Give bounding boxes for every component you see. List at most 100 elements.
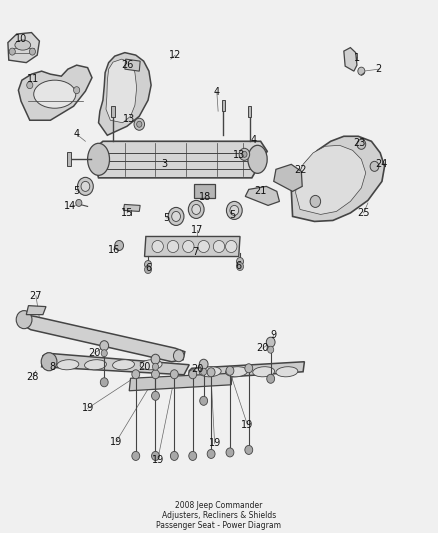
Bar (67, 152, 71, 166)
Circle shape (192, 205, 201, 214)
Polygon shape (291, 136, 385, 221)
Text: 4: 4 (214, 87, 220, 96)
Circle shape (132, 451, 140, 461)
Polygon shape (129, 373, 232, 391)
Polygon shape (296, 146, 366, 214)
Ellipse shape (199, 367, 221, 377)
Circle shape (76, 199, 82, 206)
Text: 17: 17 (191, 225, 203, 236)
Text: 8: 8 (49, 362, 56, 372)
Circle shape (173, 350, 184, 362)
Circle shape (188, 200, 204, 219)
Ellipse shape (276, 367, 298, 377)
Polygon shape (42, 353, 189, 375)
Circle shape (81, 181, 90, 191)
Circle shape (189, 451, 197, 461)
Text: 4: 4 (251, 135, 257, 146)
Text: 5: 5 (74, 187, 80, 196)
Circle shape (29, 48, 35, 55)
Circle shape (145, 261, 152, 269)
Text: 18: 18 (199, 192, 211, 202)
Circle shape (189, 370, 197, 379)
Text: 23: 23 (353, 138, 365, 148)
Circle shape (16, 311, 32, 329)
Circle shape (267, 374, 275, 383)
Circle shape (245, 364, 253, 373)
Text: 24: 24 (375, 159, 387, 169)
Text: 26: 26 (121, 60, 133, 70)
Circle shape (310, 196, 321, 207)
Circle shape (41, 353, 57, 371)
Text: 20: 20 (257, 343, 269, 353)
Ellipse shape (167, 240, 179, 253)
Text: 20: 20 (138, 362, 151, 372)
Text: 20: 20 (191, 364, 203, 374)
Ellipse shape (88, 143, 110, 175)
Text: 9: 9 (271, 330, 277, 340)
Polygon shape (124, 205, 140, 212)
Text: 7: 7 (192, 247, 198, 257)
Text: 21: 21 (254, 187, 267, 196)
Circle shape (207, 449, 215, 458)
Circle shape (226, 366, 234, 375)
Text: 4: 4 (74, 130, 80, 139)
Bar (248, 106, 251, 117)
Ellipse shape (248, 146, 267, 173)
Polygon shape (8, 33, 39, 63)
Circle shape (237, 257, 244, 265)
Circle shape (137, 121, 142, 127)
Ellipse shape (226, 240, 237, 253)
Bar (111, 106, 115, 117)
Text: 6: 6 (236, 261, 242, 271)
Text: 14: 14 (64, 201, 76, 212)
Ellipse shape (226, 367, 247, 377)
Polygon shape (20, 314, 185, 362)
Ellipse shape (34, 80, 76, 108)
Circle shape (170, 370, 178, 379)
Circle shape (9, 48, 15, 55)
Bar (222, 100, 225, 111)
Ellipse shape (113, 360, 134, 370)
Text: 10: 10 (15, 34, 27, 44)
Circle shape (226, 201, 242, 220)
Circle shape (151, 354, 160, 364)
Circle shape (172, 212, 180, 221)
Circle shape (245, 446, 253, 455)
Circle shape (226, 448, 234, 457)
Polygon shape (188, 362, 304, 380)
Ellipse shape (57, 360, 79, 370)
Circle shape (101, 350, 107, 357)
Text: 19: 19 (241, 420, 254, 430)
Polygon shape (344, 47, 357, 71)
Circle shape (100, 341, 109, 351)
Circle shape (370, 161, 379, 171)
Ellipse shape (140, 360, 162, 370)
Text: 28: 28 (27, 372, 39, 382)
Text: 19: 19 (208, 439, 221, 448)
Polygon shape (18, 65, 92, 120)
Polygon shape (106, 59, 137, 123)
Circle shape (78, 177, 93, 196)
Ellipse shape (253, 367, 275, 377)
Text: 19: 19 (110, 437, 122, 447)
Circle shape (168, 207, 184, 225)
Circle shape (199, 359, 208, 369)
Circle shape (152, 451, 159, 461)
Polygon shape (245, 187, 279, 205)
Text: 2: 2 (376, 64, 382, 74)
Text: 1: 1 (354, 53, 360, 62)
Circle shape (145, 265, 152, 273)
Circle shape (207, 368, 215, 377)
Circle shape (357, 139, 366, 149)
Text: 25: 25 (357, 208, 370, 218)
Text: 16: 16 (108, 245, 120, 255)
Text: 6: 6 (146, 263, 152, 273)
Text: 20: 20 (88, 348, 100, 358)
Circle shape (237, 263, 244, 271)
Circle shape (152, 391, 159, 400)
Ellipse shape (85, 360, 106, 370)
Text: 22: 22 (294, 165, 306, 175)
Text: 12: 12 (169, 50, 181, 60)
Polygon shape (274, 164, 302, 191)
Text: 19: 19 (152, 455, 164, 465)
